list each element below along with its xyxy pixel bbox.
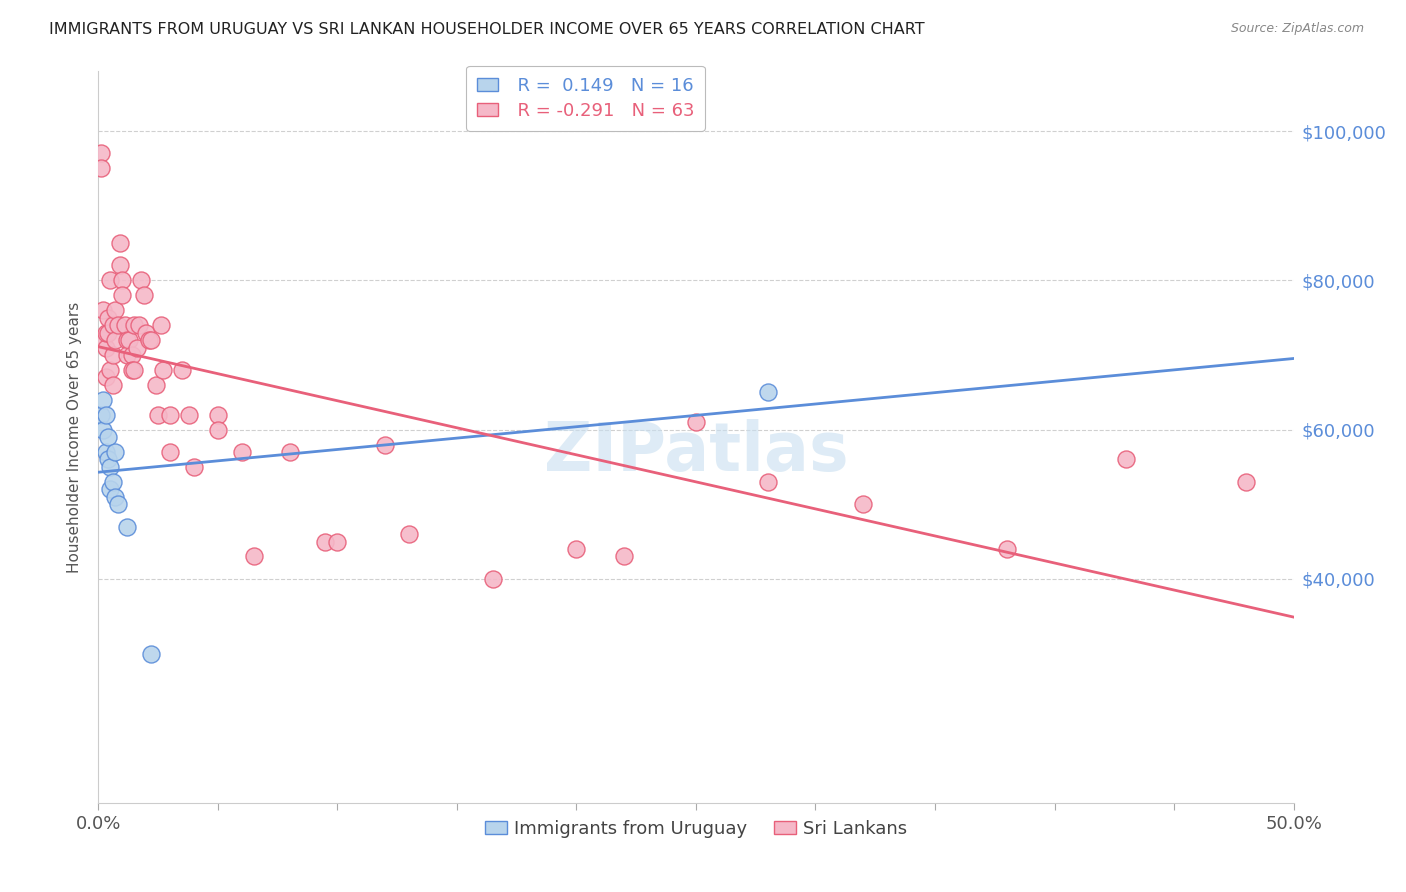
Point [207,423,229,437]
Point [125,341,148,355]
Point [374,437,396,451]
Point [101,318,124,332]
Point [108,235,131,250]
Point [139,333,162,347]
Point [101,377,124,392]
Point [1115,452,1137,467]
Point [94,326,117,340]
Point [243,549,266,564]
Legend: Immigrants from Uruguay, Sri Lankans: Immigrants from Uruguay, Sri Lankans [478,813,914,845]
Point [179,408,201,422]
Point [115,348,138,362]
Point [97,310,120,325]
Point [128,318,150,332]
Point [98,483,122,497]
Point [111,288,134,302]
Point [104,490,127,504]
Point [145,377,167,392]
Point [94,341,117,355]
Point [97,452,120,467]
Point [278,445,301,459]
Point [101,475,124,489]
Point [94,370,117,384]
Point [565,542,588,557]
Point [114,318,136,332]
Point [398,527,420,541]
Point [98,363,122,377]
Point [231,445,253,459]
Point [124,318,146,332]
Point [159,445,181,459]
Point [121,363,143,377]
Point [115,333,138,347]
Point [91,333,114,347]
Text: IMMIGRANTS FROM URUGUAY VS SRI LANKAN HOUSEHOLDER INCOME OVER 65 YEARS CORRELATI: IMMIGRANTS FROM URUGUAY VS SRI LANKAN HO… [49,22,925,37]
Point [613,549,636,564]
Point [149,318,172,332]
Point [1234,475,1257,489]
Point [91,392,114,407]
Point [108,259,131,273]
Point [97,326,120,340]
Point [131,273,153,287]
Point [132,288,155,302]
Point [326,534,349,549]
Text: ZIPatlas: ZIPatlas [544,418,848,484]
Point [124,363,146,377]
Point [152,363,174,377]
Point [121,348,143,362]
Point [118,333,141,347]
Point [111,273,134,287]
Point [115,519,138,533]
Point [135,326,157,340]
Point [97,430,120,444]
Point [685,415,707,429]
Point [107,318,129,332]
Point [90,161,112,176]
Point [148,408,170,422]
Point [852,497,875,511]
Point [91,303,114,318]
Point [172,363,194,377]
Point [101,348,124,362]
Point [207,408,229,422]
Point [98,459,122,474]
Point [756,475,779,489]
Point [98,273,122,287]
Point [139,647,162,661]
Point [104,333,127,347]
Point [756,385,779,400]
Point [104,445,127,459]
Point [90,408,112,422]
Point [481,572,505,586]
Point [104,303,127,318]
Point [91,423,114,437]
Point [138,333,160,347]
Point [995,542,1018,557]
Point [90,146,112,161]
Point [315,534,337,549]
Point [94,408,117,422]
Point [94,445,117,459]
Point [159,408,181,422]
Text: Source: ZipAtlas.com: Source: ZipAtlas.com [1230,22,1364,36]
Point [107,497,129,511]
Y-axis label: Householder Income Over 65 years: Householder Income Over 65 years [67,301,83,573]
Point [183,459,205,474]
